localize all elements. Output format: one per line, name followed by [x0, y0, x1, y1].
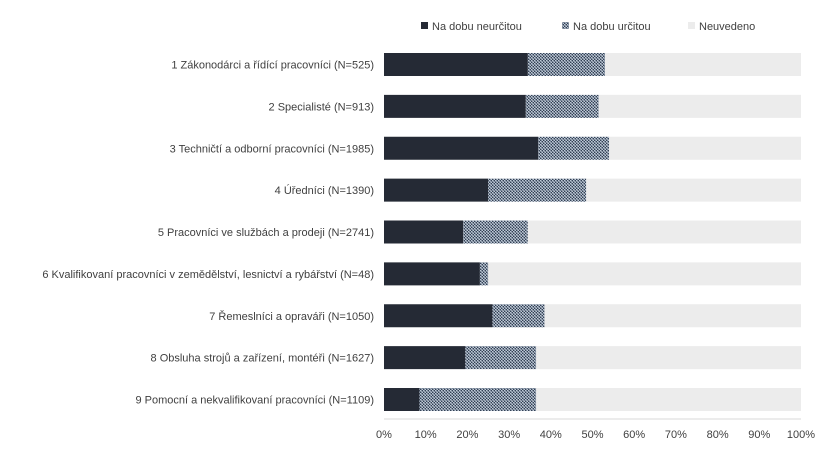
category-label: 1 Zákonodárci a řídící pracovníci (N=525…	[171, 60, 374, 72]
legend-swatch-na-dobu-neurcitou	[421, 22, 428, 29]
legend-label-na-dobu-urcitou: Na dobu určitou	[573, 21, 651, 33]
x-tick-label: 0%	[376, 429, 392, 441]
category-label: 6 Kvalifikovaní pracovníci v zemědělství…	[42, 269, 374, 281]
bar-segment-na-dobu-urcitou	[527, 53, 606, 76]
x-axis-ticks: 0% 10% 20% 30% 40% 50% 60% 70% 80% 90% 100%	[376, 429, 815, 441]
bar-segment-na-dobu-neurcitou	[384, 178, 489, 202]
bar-segment-na-dobu-urcitou	[479, 262, 489, 286]
category-label: 4 Úředníci (N=1390)	[275, 184, 374, 197]
bar-segment-na-dobu-urcitou	[488, 178, 587, 202]
category-label: 2 Specialisté (N=913)	[269, 101, 374, 113]
bar-segment-na-dobu-neurcitou	[384, 94, 526, 118]
x-tick-label: 70%	[665, 429, 687, 441]
x-tick-label: 30%	[498, 429, 520, 441]
x-tick-label: 40%	[540, 429, 562, 441]
category-label: 9 Pomocní a nekvalifikovaní pracovníci (…	[135, 395, 374, 407]
x-tick-label: 20%	[456, 429, 478, 441]
bar-segment-na-dobu-urcitou	[492, 304, 545, 328]
bar-segment-na-dobu-urcitou	[538, 136, 610, 160]
bar-segment-neuvedeno	[598, 94, 801, 118]
x-tick-label: 50%	[581, 429, 603, 441]
bar-segment-neuvedeno	[609, 136, 801, 160]
bar-segment-na-dobu-urcitou	[525, 94, 599, 118]
legend-label-neuvedeno: Neuvedeno	[699, 21, 755, 33]
bar-segment-na-dobu-neurcitou	[384, 262, 480, 286]
category-label: 3 Techničtí a odborní pracovníci (N=1985…	[170, 143, 374, 155]
bar-segment-na-dobu-neurcitou	[384, 220, 464, 244]
bar-segment-neuvedeno	[536, 388, 801, 411]
bar-segment-na-dobu-neurcitou	[384, 388, 420, 411]
bar-segment-neuvedeno	[527, 220, 801, 244]
bars	[384, 53, 801, 411]
bar-segment-na-dobu-neurcitou	[384, 304, 493, 328]
legend-swatch-na-dobu-urcitou	[562, 22, 569, 29]
x-tick-label: 100%	[787, 429, 815, 441]
bar-segment-na-dobu-urcitou	[465, 346, 537, 370]
bar-segment-na-dobu-urcitou	[419, 388, 537, 411]
legend-label-na-dobu-neurcitou: Na dobu neurčitou	[432, 21, 522, 33]
bar-segment-neuvedeno	[605, 53, 801, 76]
bar-segment-neuvedeno	[536, 346, 801, 370]
bar-segment-na-dobu-neurcitou	[384, 346, 466, 370]
x-tick-label: 90%	[748, 429, 770, 441]
legend: Na dobu neurčitou Na dobu určitou Neuveden…	[421, 21, 755, 33]
x-tick-label: 10%	[415, 429, 437, 441]
x-tick-label: 60%	[623, 429, 645, 441]
bar-segment-na-dobu-neurcitou	[384, 136, 539, 160]
category-labels: 1 Zákonodárci a řídící pracovníci (N=525…	[42, 60, 374, 407]
legend-swatch-neuvedeno	[688, 22, 695, 29]
bar-segment-na-dobu-urcitou	[463, 220, 528, 244]
category-label: 5 Pracovníci ve službách a prodeji (N=27…	[158, 227, 374, 239]
bar-segment-neuvedeno	[586, 178, 801, 202]
x-tick-label: 80%	[707, 429, 729, 441]
bar-segment-neuvedeno	[544, 304, 801, 328]
bar-segment-neuvedeno	[488, 262, 801, 286]
category-label: 8 Obsluha strojů a zařízení, montéři (N=…	[151, 353, 374, 365]
category-label: 7 Řemeslníci a opraváři (N=1050)	[209, 310, 374, 323]
bar-segment-na-dobu-neurcitou	[384, 53, 528, 76]
